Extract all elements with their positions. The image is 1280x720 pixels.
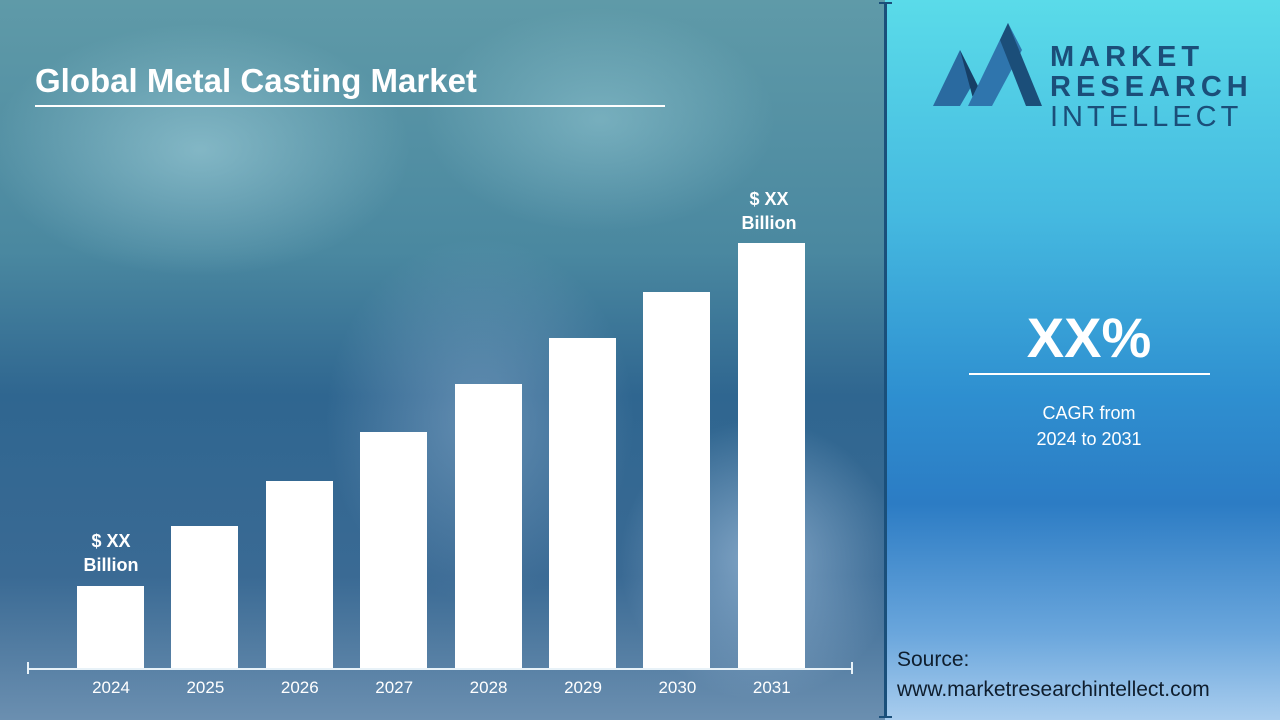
logo-line: RESEARCH [1050, 71, 1253, 103]
data-label-line: $ XX [91, 531, 131, 551]
logo-text: MARKET RESEARCH INTELLECT [1050, 42, 1253, 132]
background-photo [0, 0, 885, 720]
bar-2026 [265, 481, 333, 668]
axis-tick [851, 662, 853, 674]
x-tick-label: 2030 [658, 678, 697, 697]
divider-cap [879, 716, 892, 718]
logo-line: INTELLECT [1050, 101, 1243, 133]
x-tick-label: 2027 [375, 678, 414, 697]
data-label-line: $ XX [749, 189, 789, 209]
cagr-value: XX% [1026, 306, 1152, 369]
bar-2024 [77, 586, 144, 668]
title-underline [35, 105, 665, 107]
divider [884, 2, 887, 718]
source: Source: www.marketresearchintellect.com [897, 645, 1210, 705]
cagr-divider [969, 373, 1210, 375]
page-title: Global Metal Casting Market [35, 62, 477, 99]
x-tick-label: 2024 [92, 678, 130, 697]
bar-2028 [454, 384, 522, 668]
bar-2029 [549, 338, 616, 668]
bar-2030 [643, 292, 711, 668]
cagr-line2: 2024 to 2031 [1036, 429, 1142, 449]
cagr-description: CAGR from 2024 to 2031 [969, 400, 1209, 452]
bar-2027 [360, 432, 428, 668]
logo-icon [933, 23, 1042, 106]
data-label-line: Billion [741, 213, 797, 233]
data-label-first: $ XX Billion [61, 529, 161, 577]
logo-line: MARKET [1050, 41, 1205, 73]
source-url[interactable]: www.marketresearchintellect.com [897, 678, 1210, 701]
data-label-line: Billion [83, 555, 139, 575]
axis-tick [27, 662, 29, 674]
x-tick-label: 2031 [752, 678, 791, 697]
x-tick-label: 2025 [186, 678, 225, 697]
x-tick-label: 2029 [564, 678, 602, 697]
bar-2031 [737, 243, 805, 668]
bar-2025 [171, 526, 239, 668]
info-panel [885, 0, 1280, 720]
divider-cap [879, 2, 892, 4]
x-axis-line [27, 668, 853, 670]
x-tick-label: 2026 [280, 678, 319, 697]
source-label: Source: [897, 648, 970, 671]
x-tick-label: 2028 [469, 678, 508, 697]
cagr-line1: CAGR from [1042, 403, 1136, 423]
data-label-last: $ XX Billion [719, 187, 819, 235]
